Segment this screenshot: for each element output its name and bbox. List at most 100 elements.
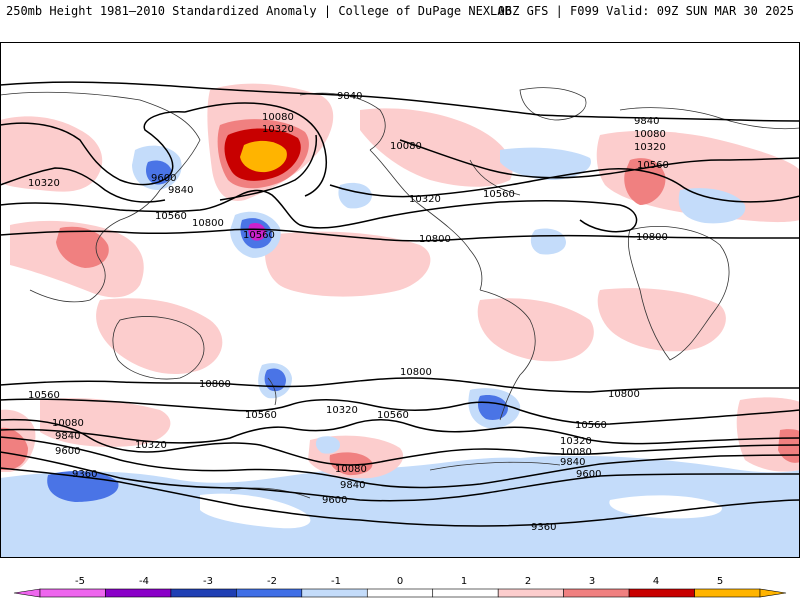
neutral-southern-gap xyxy=(200,493,311,529)
colorbar-tick-label: 2 xyxy=(525,576,531,587)
contour-10080-north xyxy=(0,102,800,197)
neg-anomaly-south-pacific-small xyxy=(315,436,340,454)
contour-label: 10560 xyxy=(155,211,187,222)
contour-label: 10080 xyxy=(52,418,84,429)
contour-9360-south xyxy=(0,467,800,527)
colorbar-segment xyxy=(432,588,499,598)
contour-label: 10320 xyxy=(28,178,60,189)
pos-anomaly-atlantic xyxy=(477,298,594,362)
contour-label: 10320 xyxy=(634,142,666,153)
contour-label: 9840 xyxy=(168,185,193,196)
pos-anomaly-south-band xyxy=(40,398,171,447)
coast-new-zealand xyxy=(267,377,277,406)
contour-label: 10560 xyxy=(483,189,515,200)
contour-labels: 9840 10080 10320 9600 9840 10320 10560 1… xyxy=(28,91,669,533)
colorbar-tick-label: 5 xyxy=(717,576,723,587)
contour-label: 9600 xyxy=(55,446,80,457)
contour-label: 10320 xyxy=(409,194,441,205)
contour-label: 9840 xyxy=(337,91,362,102)
colorbar-tick-label: -2 xyxy=(267,576,277,587)
coast-antarctica xyxy=(229,461,561,499)
pos-anomaly-extreme-siberia xyxy=(240,140,287,173)
model-run-info: 06Z GFS | F099 Valid: 09Z SUN MAR 30 202… xyxy=(497,4,794,18)
contour-label: 10800 xyxy=(199,379,231,390)
contour-label: 9600 xyxy=(576,469,601,480)
colorbar-tick-label: 1 xyxy=(461,576,467,587)
contour-label: 10080 xyxy=(335,464,367,475)
contour-9840-north xyxy=(0,81,800,122)
neg-anomaly-mid-tasman xyxy=(264,368,286,392)
contour-label: 10320 xyxy=(262,124,294,135)
contour-label: 10320 xyxy=(560,436,592,447)
contour-label: 10080 xyxy=(560,447,592,458)
contour-10320-north xyxy=(0,134,800,203)
coast-africa xyxy=(627,226,730,361)
height-contours xyxy=(0,81,800,527)
contour-label: 9360 xyxy=(72,469,97,480)
contour-label: 9360 xyxy=(531,522,556,533)
colorbar-segment xyxy=(301,588,368,598)
colorbar-segment xyxy=(694,588,761,598)
coast-asia xyxy=(0,91,201,303)
contour-10320-south xyxy=(0,419,800,445)
colorbar-segment xyxy=(170,588,237,598)
contour-label: 10560 xyxy=(637,160,669,171)
contour-label: 10800 xyxy=(400,367,432,378)
contour-10800-north xyxy=(0,228,800,242)
contour-label: 10080 xyxy=(390,141,422,152)
colorbar-tick-label: -4 xyxy=(139,576,149,587)
colorbar-tick-label: 4 xyxy=(653,576,659,587)
contour-label: 9600 xyxy=(151,173,176,184)
neutral-southern-gap-2 xyxy=(609,495,722,519)
colorbar: -5 -4 -3 -2 -1 0 1 2 3 4 5 xyxy=(13,576,787,598)
colorbar-segment xyxy=(628,588,695,598)
colorbar-segment xyxy=(366,588,434,598)
pos-anomaly-africa xyxy=(597,288,726,352)
contour-label: 10800 xyxy=(192,218,224,229)
neg-anomaly-mid-south-america xyxy=(478,395,508,420)
colorbar-segment xyxy=(497,588,564,598)
contour-label: 10560 xyxy=(575,420,607,431)
contour-label: 10320 xyxy=(135,440,167,451)
colorbar-tick-label: -3 xyxy=(203,576,213,587)
contour-10800-south xyxy=(0,377,800,393)
anomaly-fill-layer xyxy=(0,83,800,558)
colorbar-tick-label: -5 xyxy=(75,576,85,587)
map-title: 250mb Height 1981–2010 Standardized Anom… xyxy=(6,4,512,18)
contour-label: 10560 xyxy=(243,230,275,241)
contour-label: 10560 xyxy=(377,410,409,421)
contour-label: 10800 xyxy=(608,389,640,400)
contour-10080-south xyxy=(0,418,800,466)
neg-anomaly-europe xyxy=(678,188,746,224)
coastlines xyxy=(0,87,800,499)
pos-anomaly-central-pacific xyxy=(265,231,431,297)
colorbar-segment xyxy=(563,588,630,598)
neg-anomaly-canada xyxy=(500,147,591,180)
colorbar-segment xyxy=(236,588,303,598)
colorbar-segment xyxy=(39,588,106,598)
coast-australia xyxy=(112,316,205,380)
colorbar-tick-label: 0 xyxy=(397,576,403,587)
contour-label: 9600 xyxy=(322,495,347,506)
contour-9600-south xyxy=(0,451,800,502)
pos-anomaly-mid-asia xyxy=(56,226,109,268)
pos-anomaly-mid-south-pacific xyxy=(329,452,373,476)
contour-label: 9840 xyxy=(634,116,659,127)
neg-anomaly-southern-band xyxy=(0,455,800,558)
contour-10560-north xyxy=(0,189,638,233)
pos-anomaly-australia xyxy=(96,298,223,375)
contour-label: 10080 xyxy=(634,129,666,140)
contour-10560-south xyxy=(0,398,800,425)
coast-alaska xyxy=(299,92,386,151)
contour-label: 9840 xyxy=(560,457,585,468)
contour-label: 10800 xyxy=(636,232,668,243)
coast-europe xyxy=(619,107,800,130)
contour-label: 9840 xyxy=(340,480,365,491)
colorbar-arrow-left xyxy=(13,588,41,598)
colorbar-tick-label: -1 xyxy=(331,576,341,587)
neg-anomaly-extreme-pacific-low xyxy=(248,222,266,241)
colorbar-arrow-right xyxy=(759,588,787,598)
coast-south-america xyxy=(479,289,536,421)
coast-greenland xyxy=(519,87,587,121)
